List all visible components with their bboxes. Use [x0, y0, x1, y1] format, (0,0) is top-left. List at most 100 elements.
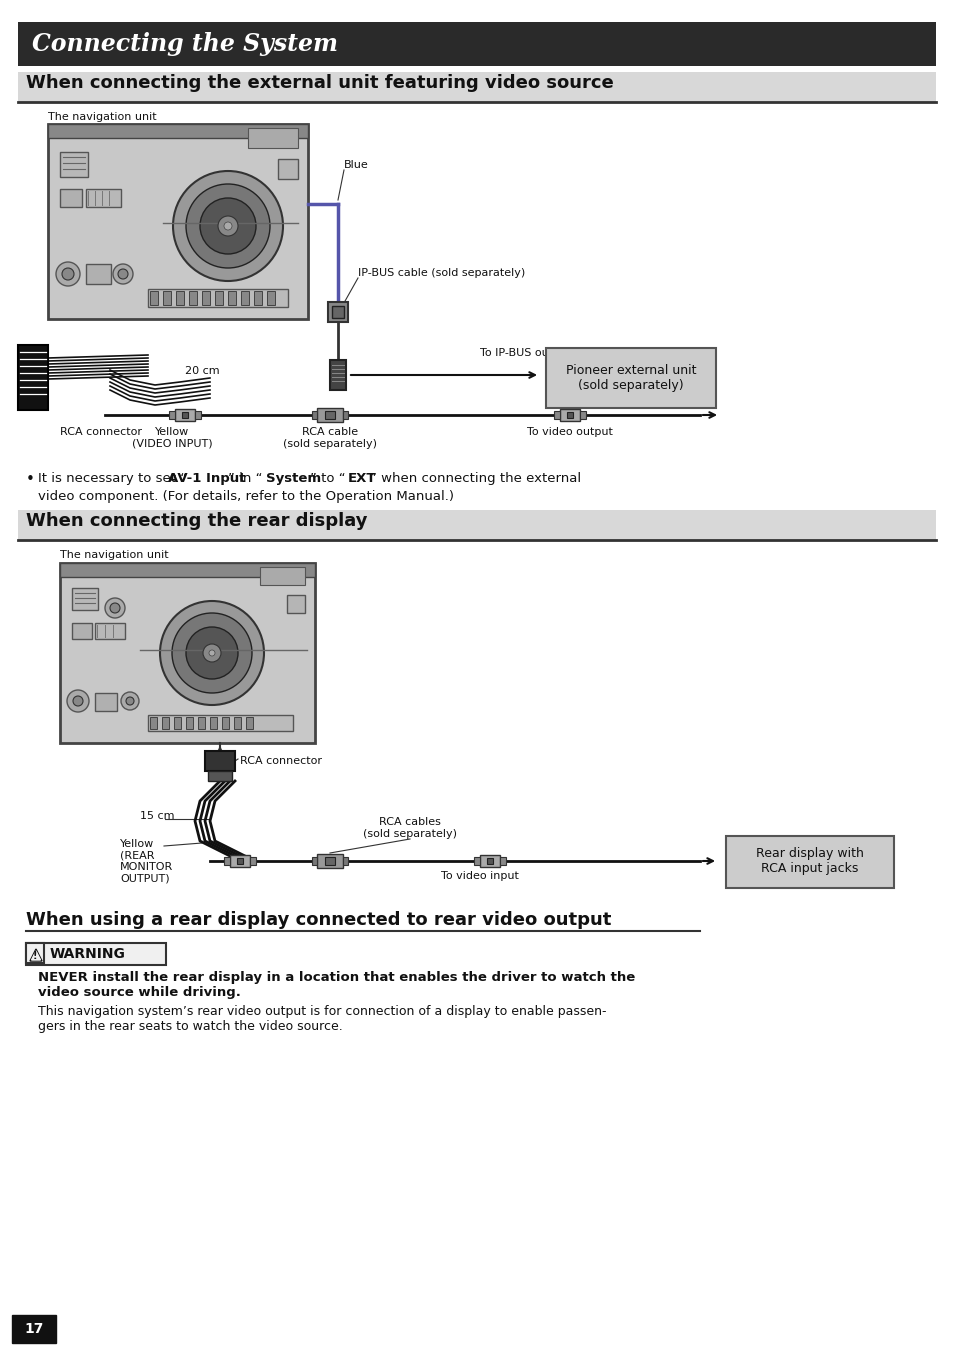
Circle shape	[186, 627, 237, 679]
Bar	[48, 125, 308, 318]
Text: To video output: To video output	[526, 427, 612, 438]
Bar	[474, 856, 479, 864]
Text: To IP-BUS output: To IP-BUS output	[479, 348, 571, 358]
Circle shape	[224, 222, 232, 230]
Text: AV-1 Input: AV-1 Input	[168, 472, 245, 485]
Bar	[189, 291, 196, 305]
Text: ” to “: ” to “	[310, 472, 345, 485]
Bar	[325, 411, 335, 419]
Circle shape	[186, 184, 270, 268]
Bar	[236, 858, 243, 864]
Bar	[148, 289, 288, 308]
Bar	[198, 717, 205, 729]
Text: Yellow
(VIDEO INPUT): Yellow (VIDEO INPUT)	[132, 427, 213, 449]
Circle shape	[118, 270, 128, 279]
Text: NEVER install the rear display in a location that enables the driver to watch th: NEVER install the rear display in a loca…	[38, 972, 635, 999]
Bar	[316, 408, 343, 421]
Circle shape	[67, 690, 89, 711]
Circle shape	[112, 264, 132, 285]
Bar	[545, 348, 716, 408]
Bar	[253, 291, 262, 305]
Bar	[267, 291, 274, 305]
Bar	[228, 291, 235, 305]
Bar	[194, 411, 201, 419]
Text: ” in “: ” in “	[228, 472, 262, 485]
Bar	[18, 509, 935, 541]
Text: WARNING: WARNING	[50, 947, 126, 961]
Bar	[86, 264, 111, 285]
Circle shape	[209, 650, 214, 656]
Bar	[325, 856, 335, 864]
Text: When connecting the external unit featuring video source: When connecting the external unit featur…	[26, 75, 613, 92]
Text: IP-BUS cable (sold separately): IP-BUS cable (sold separately)	[357, 268, 525, 278]
Text: When connecting the rear display: When connecting the rear display	[26, 512, 367, 530]
Bar	[60, 562, 314, 577]
Bar	[287, 595, 305, 612]
Text: The navigation unit: The navigation unit	[60, 550, 169, 560]
Bar	[316, 854, 343, 869]
Bar	[60, 562, 314, 743]
Bar	[48, 125, 308, 138]
Bar	[18, 346, 48, 411]
Bar	[725, 836, 893, 888]
Bar	[241, 291, 249, 305]
Bar	[559, 409, 579, 421]
Bar	[150, 291, 158, 305]
Text: RCA cable
(sold separately): RCA cable (sold separately)	[283, 427, 376, 449]
Circle shape	[172, 171, 283, 280]
Circle shape	[56, 262, 80, 286]
Bar	[277, 159, 297, 179]
Bar	[175, 291, 184, 305]
Circle shape	[172, 612, 252, 692]
Text: When using a rear display connected to rear video output: When using a rear display connected to r…	[26, 911, 611, 930]
Bar	[60, 152, 88, 178]
Bar	[150, 717, 157, 729]
Bar	[343, 411, 348, 419]
Polygon shape	[31, 951, 40, 959]
Bar	[182, 412, 188, 417]
Bar	[499, 856, 505, 864]
Bar	[208, 771, 232, 780]
Bar	[554, 411, 559, 419]
Bar	[86, 188, 121, 207]
Bar	[202, 291, 210, 305]
Text: The navigation unit: The navigation unit	[48, 112, 156, 122]
Bar	[26, 943, 166, 965]
Bar	[148, 715, 293, 730]
Bar	[95, 623, 125, 640]
Circle shape	[126, 696, 133, 705]
Text: video component. (For details, refer to the Operation Manual.): video component. (For details, refer to …	[38, 491, 454, 503]
Bar	[186, 717, 193, 729]
Text: Blue: Blue	[344, 160, 369, 169]
Text: RCA connector: RCA connector	[60, 427, 142, 438]
Bar	[312, 411, 316, 419]
Polygon shape	[30, 948, 42, 961]
Text: Black: Black	[555, 383, 584, 393]
Bar	[18, 22, 935, 66]
Bar	[233, 717, 241, 729]
Bar	[579, 411, 585, 419]
Bar	[486, 858, 493, 864]
Bar	[163, 291, 171, 305]
Bar	[214, 291, 223, 305]
Bar	[260, 566, 305, 585]
Circle shape	[110, 603, 120, 612]
Circle shape	[200, 198, 255, 253]
Bar	[330, 360, 346, 390]
Text: Rear display with
RCA input jacks: Rear display with RCA input jacks	[756, 847, 863, 875]
Text: RCA connector: RCA connector	[240, 756, 322, 766]
Text: Yellow
(REAR
MONITOR
OUTPUT): Yellow (REAR MONITOR OUTPUT)	[120, 839, 173, 883]
Bar	[222, 717, 229, 729]
Circle shape	[203, 644, 221, 663]
Bar	[173, 717, 181, 729]
Circle shape	[73, 696, 83, 706]
Bar	[174, 409, 194, 421]
Bar	[230, 855, 250, 867]
Bar	[224, 856, 230, 864]
Bar	[343, 856, 348, 864]
Text: •: •	[26, 472, 35, 486]
Bar	[162, 717, 169, 729]
Text: 15 cm: 15 cm	[140, 812, 174, 821]
Circle shape	[62, 268, 74, 280]
Text: Connecting the System: Connecting the System	[32, 33, 337, 56]
